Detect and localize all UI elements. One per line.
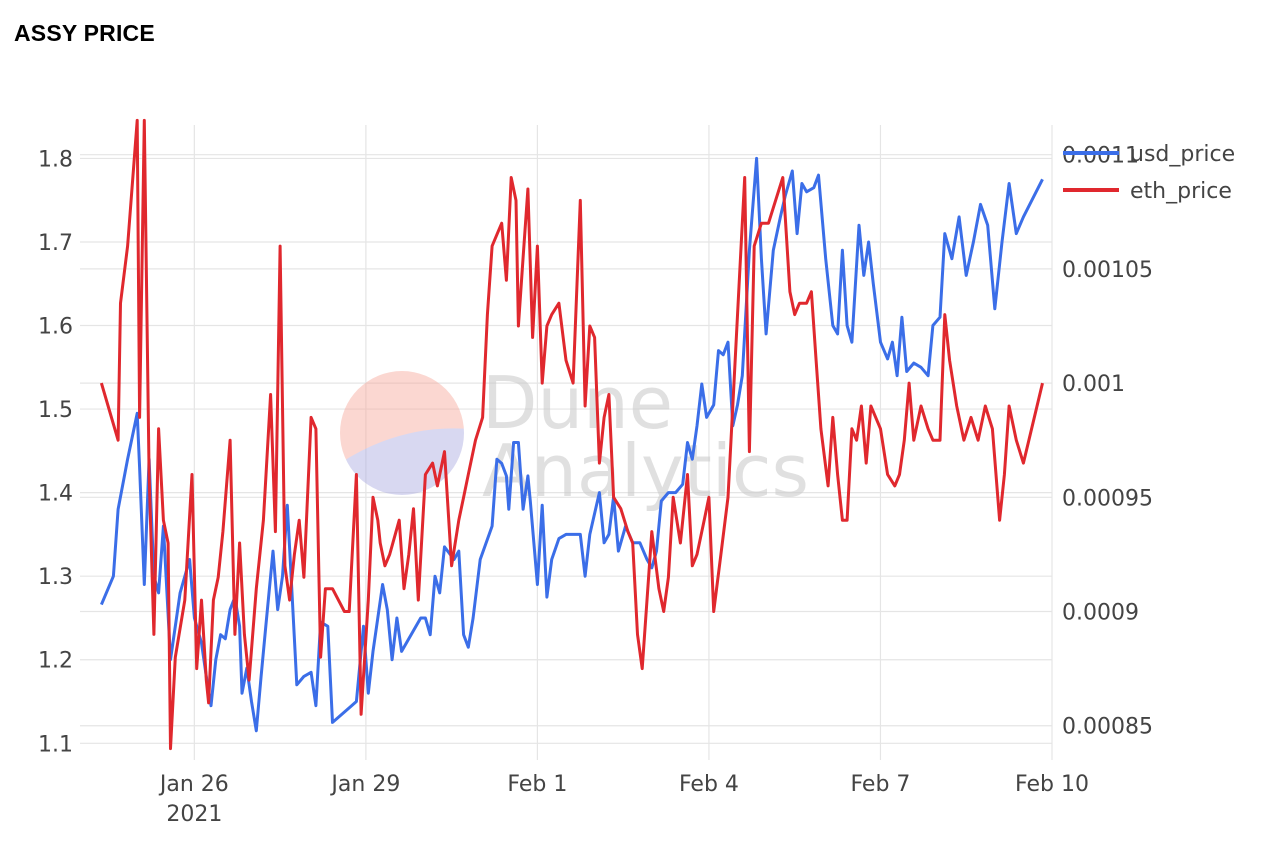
y-left-tick-label: 1.4 — [38, 482, 73, 507]
y-left-tick-label: 1.7 — [38, 231, 73, 256]
x-tick-label: Feb 1 — [507, 772, 567, 797]
y-left-axis-ticks: 1.1 1.2 1.3 1.4 1.5 1.6 1.7 1.8 — [38, 147, 73, 757]
y-left-tick-label: 1.5 — [38, 398, 73, 423]
y-right-axis-ticks: 0.00085 0.0009 0.00095 0.001 0.00105 0.0011 — [1062, 144, 1153, 740]
y-right-tick-label: 0.00095 — [1062, 486, 1153, 511]
x-tick-label: Jan 29 — [329, 772, 400, 797]
x-tick-label: Feb 7 — [850, 772, 910, 797]
chart-title: ASSY PRICE — [14, 20, 155, 46]
series-line-eth-price — [99, 118, 1044, 751]
y-right-tick-label: 0.00105 — [1062, 258, 1153, 283]
y-left-tick-label: 1.8 — [38, 147, 73, 172]
watermark-line1: Dune — [482, 361, 673, 445]
y-left-tick-label: 1.2 — [38, 649, 73, 674]
x-axis-ticks: Jan 26 2021 Jan 29 Feb 1 Feb 4 Feb 7 Feb 10 — [158, 772, 1089, 827]
series-layer — [99, 118, 1044, 751]
y-right-tick-label: 0.0009 — [1062, 601, 1139, 626]
x-tick-label: Jan 26 — [158, 772, 229, 797]
x-tick-label: Feb 4 — [679, 772, 739, 797]
y-right-tick-label: 0.001 — [1062, 372, 1125, 397]
watermark-logo-icon — [340, 371, 464, 495]
legend: usd_price eth_price — [1063, 142, 1235, 204]
y-right-tick-label: 0.0011 — [1062, 144, 1139, 169]
series-line-usd-price — [100, 156, 1044, 733]
y-right-tick-label: 0.00085 — [1062, 715, 1153, 740]
x-tick-label: Feb 10 — [1015, 772, 1089, 797]
x-tick-sublabel: 2021 — [166, 802, 222, 827]
x-gridlines — [193, 125, 1053, 760]
legend-label: eth_price — [1130, 179, 1232, 204]
watermark: Dune Analytics — [340, 361, 809, 513]
y-left-tick-label: 1.1 — [38, 732, 73, 757]
y-left-tick-label: 1.6 — [38, 315, 73, 340]
watermark-line2: Analytics — [482, 429, 809, 513]
legend-label: usd_price — [1130, 142, 1235, 167]
y-left-tick-label: 1.3 — [38, 565, 73, 590]
